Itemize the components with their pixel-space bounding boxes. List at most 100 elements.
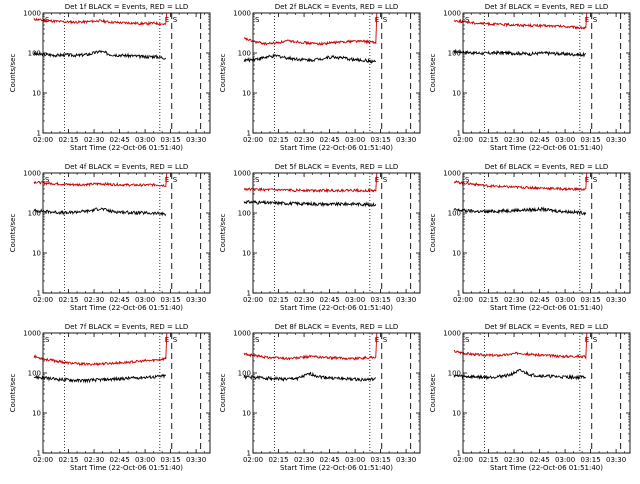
- panel-4: Det 4f BLACK = Events, RED = LLD 1000 100 1…: [9, 163, 211, 312]
- y-tick-label: 1000: [443, 330, 461, 338]
- x-tick-label: 02:30: [504, 456, 524, 464]
- y-axis-label: Counts/sec: [429, 54, 437, 93]
- x-tick-label: 03:00: [135, 456, 155, 464]
- lld-series-line: [453, 172, 588, 192]
- lld-series-line: [453, 332, 588, 360]
- marker-e: E: [375, 176, 379, 184]
- marker-s-left: S: [465, 16, 470, 24]
- y-tick-label: 1000: [233, 330, 251, 338]
- events-series-line: [243, 53, 376, 64]
- y-axis-label: Counts/sec: [429, 374, 437, 413]
- y-tick-label: 100: [238, 210, 251, 218]
- x-tick-label: 02:30: [504, 296, 524, 304]
- x-tick-label: 02:45: [319, 456, 339, 464]
- x-tick-label: 03:30: [186, 456, 206, 464]
- x-tick-label: 03:15: [161, 136, 181, 144]
- y-tick-label: 10: [452, 250, 461, 258]
- x-tick-label: 02:30: [84, 296, 104, 304]
- y-tick-label: 10: [452, 410, 461, 418]
- x-tick-label: 02:15: [268, 296, 288, 304]
- y-tick-label: 1: [37, 130, 41, 138]
- marker-s-right: S: [173, 336, 178, 344]
- y-tick-label: 10: [242, 410, 251, 418]
- lld-series-line: [33, 172, 168, 188]
- events-series-line: [33, 49, 167, 60]
- y-tick-label: 1000: [23, 170, 41, 178]
- y-tick-label: 1: [457, 290, 461, 298]
- marker-e: E: [585, 16, 589, 24]
- panel-5: Det 5f BLACK = Events, RED = LLD 1000 100 1…: [219, 163, 421, 312]
- x-tick-label: 02:15: [58, 136, 78, 144]
- x-tick-label: 02:15: [58, 296, 78, 304]
- x-tick-label: 02:15: [268, 136, 288, 144]
- y-tick-label: 100: [28, 210, 41, 218]
- x-tick-label: 02:30: [294, 456, 314, 464]
- panel-2: Det 2f BLACK = Events, RED = LLD 1000 100 1…: [219, 3, 421, 152]
- panel-title: Det 1f BLACK = Events, RED = LLD: [65, 3, 188, 11]
- y-tick-label: 1: [247, 450, 251, 458]
- y-tick-label: 100: [448, 370, 461, 378]
- x-tick-label: 03:30: [606, 456, 626, 464]
- x-tick-label: 02:45: [529, 456, 549, 464]
- y-tick-label: 100: [448, 210, 461, 218]
- y-axis-label: Counts/sec: [219, 54, 227, 93]
- y-tick-label: 10: [242, 250, 251, 258]
- plot-frame: [462, 172, 631, 294]
- panel-7: Det 7f BLACK = Events, RED = LLD 1000 100 1…: [9, 323, 211, 472]
- x-tick-label: 03:30: [396, 456, 416, 464]
- y-tick-label: 1: [457, 450, 461, 458]
- events-series-line: [243, 199, 377, 208]
- y-tick-label: 1: [247, 130, 251, 138]
- y-tick-label: 10: [242, 90, 251, 98]
- events-series-line: [453, 206, 587, 216]
- marker-e: E: [165, 176, 169, 184]
- y-axis-label: Counts/sec: [219, 374, 227, 413]
- events-series-line: [243, 371, 376, 382]
- x-tick-label: 03:15: [581, 456, 601, 464]
- y-tick-label: 1000: [443, 170, 461, 178]
- x-tick-label: 03:15: [581, 296, 601, 304]
- marker-s-left: S: [255, 176, 260, 184]
- x-tick-label: 02:30: [504, 136, 524, 144]
- x-axis-label: Start Time (22-Oct-06 01:51:40): [490, 464, 603, 472]
- panel-title: Det 6f BLACK = Events, RED = LLD: [485, 163, 608, 171]
- y-tick-label: 100: [238, 50, 251, 58]
- marker-s-right: S: [173, 16, 178, 24]
- panel-8: Det 8f BLACK = Events, RED = LLD 1000 100 1…: [219, 323, 421, 472]
- panel-3: Det 3f BLACK = Events, RED = LLD10001001…: [429, 3, 631, 152]
- panel-title: Det 2f BLACK = Events, RED = LLD: [275, 3, 398, 11]
- y-axis-label: Counts/sec: [429, 214, 437, 253]
- panel-title: Det 3f BLACK = Events, RED = LLD: [485, 3, 608, 11]
- x-tick-label: 03:00: [135, 136, 155, 144]
- x-tick-label: 03:30: [396, 296, 416, 304]
- x-tick-label: 03:30: [186, 296, 206, 304]
- x-tick-label: 03:30: [396, 136, 416, 144]
- panel-title: Det 8f BLACK = Events, RED = LLD: [275, 323, 398, 331]
- marker-e: E: [585, 176, 589, 184]
- x-tick-label: 02:00: [453, 456, 473, 464]
- x-tick-label: 02:00: [243, 456, 263, 464]
- y-axis-label: Counts/sec: [9, 214, 17, 253]
- x-tick-label: 03:15: [371, 136, 391, 144]
- x-tick-label: 03:00: [345, 296, 365, 304]
- y-tick-label: 1000: [233, 170, 251, 178]
- x-tick-label: 02:00: [243, 136, 263, 144]
- x-tick-label: 02:45: [109, 136, 129, 144]
- marker-s-left: S: [45, 176, 50, 184]
- plot-frame: [252, 332, 421, 454]
- x-tick-label: 02:00: [33, 456, 53, 464]
- x-tick-label: 02:45: [319, 136, 339, 144]
- marker-s-left: S: [255, 16, 260, 24]
- x-tick-label: 03:15: [371, 456, 391, 464]
- x-axis-label: Start Time (22-Oct-06 01:51:40): [280, 144, 393, 152]
- x-tick-label: 02:15: [58, 456, 78, 464]
- y-tick-label: 1: [457, 130, 461, 138]
- plot-frame: [42, 172, 211, 294]
- marker-s-right: S: [593, 336, 598, 344]
- x-tick-label: 03:15: [161, 296, 181, 304]
- events-series-line: [33, 207, 167, 217]
- x-axis-label: Start Time (22-Oct-06 01:51:40): [70, 304, 183, 312]
- x-tick-label: 03:15: [371, 296, 391, 304]
